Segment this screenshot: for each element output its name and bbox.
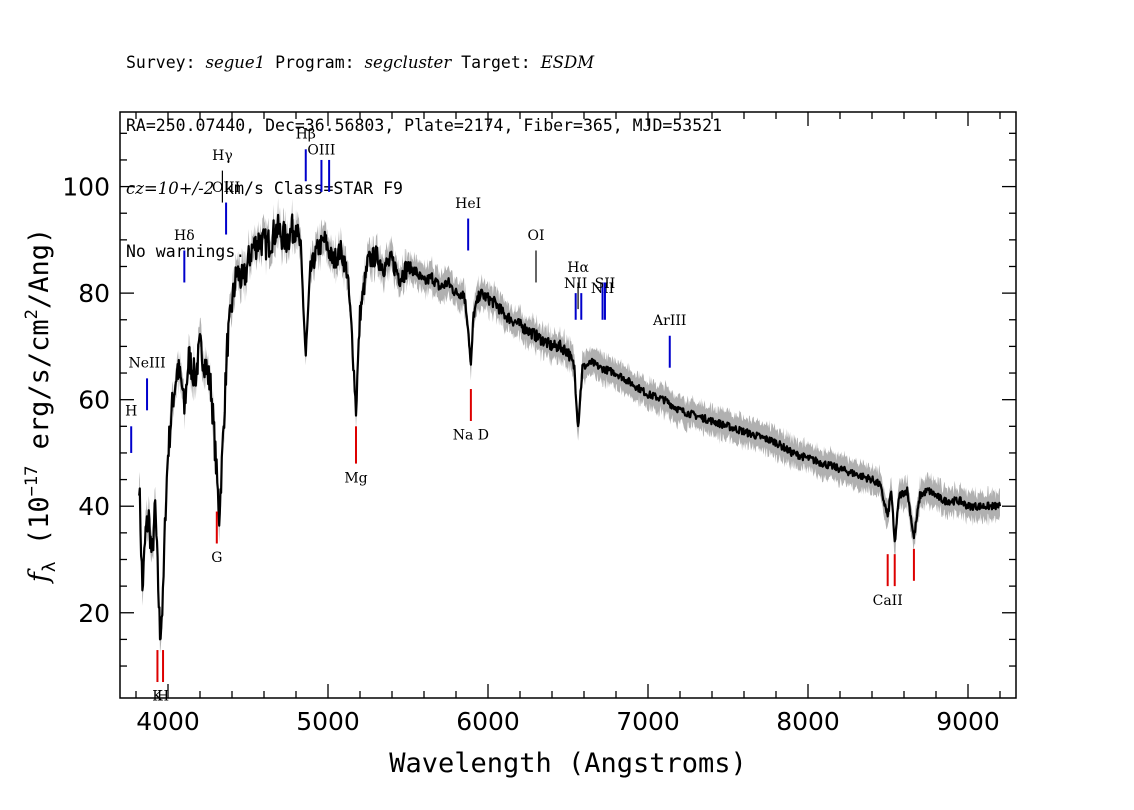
line-marker-label: Hβ — [296, 127, 316, 143]
x-tick-label: 8000 — [776, 707, 840, 736]
y-axis-title: fλ (10−17 erg/s/cm2/Ang) — [22, 228, 60, 584]
line-marker-label: Hγ — [212, 148, 233, 164]
spectrum-layer — [138, 213, 1002, 641]
y-tick-label: 80 — [78, 279, 110, 308]
class-value: km/s Class=STAR F9 — [214, 179, 403, 198]
line-marker-label: K — [152, 689, 163, 705]
program-value: segcluster — [364, 53, 452, 72]
line-marker-label: NII — [564, 276, 587, 292]
axis-ticks-layer: 4000 5000 6000 7000 8000 9000 20 40 60 80 100 — [62, 112, 1016, 736]
line-marker-label: Hα — [567, 260, 589, 276]
y-axis-title-exp2: 2 — [22, 309, 42, 319]
line-marker-label: Na D — [453, 428, 489, 444]
x-axis-title: Wavelength (Angstroms) — [389, 748, 747, 779]
y-tick-label: 40 — [78, 492, 110, 521]
line-marker-label: Hδ — [174, 228, 195, 244]
line-marker-label: G — [211, 550, 222, 566]
spectrum-header: Survey: segue1 Program: segcluster Targe… — [126, 10, 722, 283]
x-tick-label: 6000 — [456, 707, 520, 736]
header-line-survey: Survey: segue1 Program: segcluster Targe… — [126, 52, 722, 73]
line-marker-label: NeIII — [128, 356, 165, 372]
x-tick-label: 5000 — [296, 707, 360, 736]
line-marker-label: H — [157, 689, 169, 705]
y-tick-label: 60 — [78, 386, 110, 415]
header-line-redshift: cz=10+/-2 km/s Class=STAR F9 — [126, 178, 722, 199]
spectrum-line — [138, 213, 1002, 641]
line-marker-label: NII — [591, 281, 614, 297]
target-value: ESDM — [540, 53, 595, 72]
plot-frame — [119, 111, 1017, 699]
y-tick-label: 100 — [62, 173, 110, 202]
line-marker-label: HeI — [455, 196, 481, 212]
y-axis-title-mid: erg/s/cm — [24, 319, 55, 465]
x-tick-label: 9000 — [936, 707, 1000, 736]
x-tick-label: 4000 — [136, 707, 200, 736]
x-tick-label: 7000 — [616, 707, 680, 736]
y-axis-title-sub: λ — [39, 561, 60, 572]
header-line-coordinates: RA=250.07440, Dec=36.56803, Plate=2174, … — [126, 116, 723, 135]
line-marker-label: OIII — [307, 143, 335, 159]
line-marker-label: H — [125, 404, 137, 420]
y-axis-title-post: /Ang) — [24, 228, 55, 309]
survey-value: segue1 — [205, 53, 266, 72]
target-label: Target: — [451, 53, 541, 72]
survey-label: Survey: — [126, 53, 206, 72]
line-marker-label: Mg — [344, 470, 367, 486]
y-axis-title-pre: (10 — [24, 496, 55, 561]
line-marker-label: CaII — [873, 593, 903, 609]
redshift-value: cz=10+/-2 — [126, 179, 215, 198]
line-marker-label: SII — [595, 276, 616, 292]
program-label: Program: — [265, 53, 365, 72]
line-marker-label: OIII — [212, 180, 240, 196]
line-marker-label: OI — [527, 228, 544, 244]
y-tick-label: 20 — [78, 599, 110, 628]
header-line-warnings: No warnings. — [126, 242, 246, 261]
line-marker-label: ArIII — [652, 313, 686, 329]
line-markers-layer: HNeIIIHδHγOIIIHβOIIIHeIOINIIHαNIISIIArII… — [125, 127, 915, 705]
y-axis-title-exp1: −17 — [22, 466, 42, 497]
